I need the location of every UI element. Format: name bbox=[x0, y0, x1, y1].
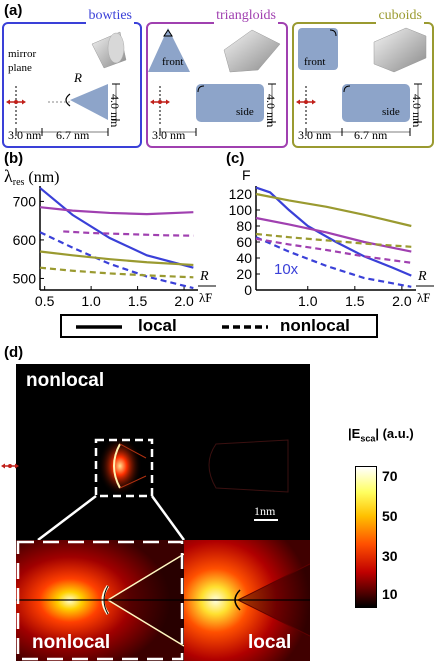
triangloid-side-shape bbox=[196, 84, 264, 122]
annotation-10x: 10x bbox=[274, 261, 299, 278]
zoom-box bbox=[94, 438, 154, 498]
height-label: 4.0 nm bbox=[410, 94, 424, 128]
series-line-1 bbox=[39, 231, 194, 290]
bowtie-2d-shape bbox=[70, 84, 108, 120]
series-line-4 bbox=[255, 192, 412, 228]
series-line-0 bbox=[255, 186, 412, 277]
cuboid-side-shape bbox=[342, 84, 410, 122]
x-axis-label-den: λ̃F bbox=[199, 290, 213, 305]
triangloids-box: triangloids front side 3.0 nm 4.0 nm bbox=[146, 8, 288, 148]
y-tick-label: 120 bbox=[229, 186, 253, 202]
legend: local nonlocal bbox=[60, 314, 378, 338]
y-tick-label: 40 bbox=[236, 250, 252, 266]
y-tick-label: 500 bbox=[13, 270, 37, 286]
colorbar-tick-70: 70 bbox=[382, 468, 398, 484]
triangloid-front-shape bbox=[148, 28, 190, 72]
length-label: 6.7 nm bbox=[56, 128, 90, 142]
side-label: side bbox=[236, 106, 254, 118]
zoom-panel-border bbox=[16, 540, 184, 661]
x-axis-label-num: R bbox=[199, 269, 209, 284]
y-tick-label: 60 bbox=[236, 234, 252, 250]
x-tick-label: 1.5 bbox=[345, 293, 365, 308]
y-tick-label: 0 bbox=[244, 282, 252, 298]
radius-label: R bbox=[74, 70, 82, 85]
panel-d-label: (d) bbox=[4, 344, 24, 361]
bowties-title: bowties bbox=[86, 8, 134, 24]
x-tick-label: 0.5 bbox=[35, 293, 55, 308]
x-tick-label: 1.0 bbox=[81, 293, 101, 308]
plane-label: plane bbox=[8, 62, 32, 74]
cuboid-front-shape bbox=[298, 28, 338, 70]
dipole-icon bbox=[1, 463, 19, 469]
series-line-5 bbox=[255, 232, 412, 248]
x-tick-label: 2.0 bbox=[392, 293, 412, 308]
mirror-label: mirror bbox=[8, 48, 37, 60]
y-tick-label: 700 bbox=[13, 193, 37, 209]
bottom-local-label: local bbox=[248, 632, 292, 653]
field-map: nonlocal nonlocal local 1nm bbox=[16, 364, 310, 661]
x-tick-label: 2.0 bbox=[174, 293, 194, 308]
front-label: front bbox=[304, 56, 326, 68]
field-map-graphic bbox=[16, 436, 310, 661]
y-tick-label: 100 bbox=[229, 202, 253, 218]
x-axis-label-num: R bbox=[417, 269, 427, 284]
y-axis-label: F bbox=[242, 168, 251, 183]
colorbar-tick-10: 10 bbox=[382, 586, 398, 602]
gap-label: 3.0 nm bbox=[152, 128, 186, 142]
triangloids-title: triangloids bbox=[214, 8, 278, 24]
panel-a-label: (a) bbox=[4, 2, 23, 19]
cuboids-title: cuboids bbox=[376, 8, 424, 24]
side-label: side bbox=[382, 106, 400, 118]
gap-label: 3.0 nm bbox=[8, 128, 42, 142]
x-tick-label: 1.0 bbox=[298, 293, 318, 308]
y-axis-label: λres (nm) bbox=[4, 168, 60, 188]
gap-label: 3.0 nm bbox=[298, 128, 332, 142]
cuboid-3d-shape bbox=[373, 27, 427, 73]
y-tick-label: 600 bbox=[13, 232, 37, 248]
legend-local-label: local bbox=[138, 316, 177, 335]
panel-c-label: (c) bbox=[226, 150, 245, 167]
scale-label: 1nm bbox=[254, 504, 276, 518]
panel-b-label: (b) bbox=[4, 150, 24, 167]
bowtie-sketch bbox=[6, 31, 127, 136]
top-nonlocal-label: nonlocal bbox=[26, 370, 105, 391]
series-line-0 bbox=[39, 187, 194, 269]
cuboids-box: cuboids front side 3.0 nm 6.7 nm 4.0 nm bbox=[292, 8, 434, 148]
bottom-nonlocal-label: nonlocal bbox=[32, 632, 111, 653]
triangloid-sketch bbox=[148, 28, 281, 136]
series-line-4 bbox=[39, 250, 194, 267]
colorbar-tick-30: 30 bbox=[382, 548, 398, 564]
cuboid-sketch bbox=[296, 27, 427, 136]
series-line-5 bbox=[39, 266, 194, 279]
field-hotspot-top bbox=[98, 436, 142, 496]
series-line-3 bbox=[63, 230, 194, 237]
legend-nonlocal-label: nonlocal bbox=[280, 316, 350, 335]
chart-b: 500 600 700 0.5 1.0 1.5 2.0 λres (nm) Rλ̃F bbox=[4, 168, 216, 308]
series-line-1 bbox=[255, 236, 412, 288]
y-tick-label: 20 bbox=[236, 266, 252, 282]
colorbar-tick-50: 50 bbox=[382, 508, 398, 524]
front-label: front bbox=[162, 56, 184, 68]
colorbar bbox=[355, 466, 377, 608]
colorbar-title: |Esca| (a.u.) bbox=[348, 426, 414, 444]
height-label: 4.0 nm bbox=[108, 94, 122, 128]
y-tick-label: 80 bbox=[236, 218, 252, 234]
series-line-2 bbox=[39, 206, 194, 216]
bowties-box: bowties mirror plane R 3.0 nm 6.7 nm 4. bbox=[2, 8, 142, 148]
height-label: 4.0 nm bbox=[264, 94, 278, 128]
triangloid-3d-shape bbox=[223, 29, 281, 73]
series-line-3 bbox=[255, 237, 412, 264]
length-label: 6.7 nm bbox=[354, 128, 388, 142]
x-tick-label: 1.5 bbox=[128, 293, 148, 308]
x-axis-label-den: λ̃F bbox=[417, 290, 431, 305]
